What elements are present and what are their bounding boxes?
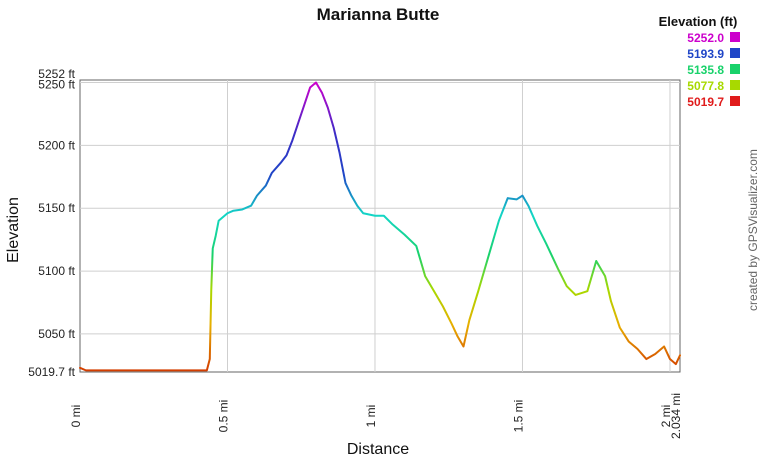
x-tick-label: 2.034 mi — [669, 393, 683, 439]
y-tick-label: 5250 ft — [38, 78, 75, 92]
legend-title: Elevation (ft) — [659, 14, 738, 29]
legend-item-label: 5019.7 — [687, 95, 724, 109]
y-tick-label: 5019.7 ft — [28, 365, 75, 379]
y-tick-label: 5252 ft — [38, 67, 75, 81]
y-tick-label: 5150 ft — [38, 201, 75, 215]
y-axis-ticks: 5019.7 ft 5050 ft 5100 ft 5150 ft 5200 ft 525… — [28, 67, 75, 379]
legend-color-swatch — [730, 32, 740, 42]
x-axis-ticks: 0 mi 0.5 mi 1 mi 1.5 mi 2 mi2.034 mi — [69, 393, 683, 439]
legend-item-label: 5193.9 — [687, 47, 724, 61]
x-tick-label: 2 mi — [659, 405, 673, 428]
chart-title: Marianna Butte — [317, 5, 440, 24]
y-axis-title: Elevation — [5, 197, 22, 263]
y-tick-label: 5050 ft — [38, 327, 75, 341]
legend-item-label: 5252.0 — [687, 31, 724, 45]
legend: Elevation (ft) 5252.0 5193.9 5135.8 5077.8 5… — [659, 14, 740, 109]
x-tick-label: 0.5 mi — [216, 400, 230, 433]
legend-item-label: 5077.8 — [687, 79, 724, 93]
legend-color-swatch — [730, 48, 740, 58]
plot-area — [79, 79, 681, 373]
x-tick-label: 0 mi — [69, 405, 83, 428]
credit-text: created by GPSVisualizer.com — [746, 149, 760, 311]
legend-color-swatch — [730, 64, 740, 74]
legend-item-label: 5135.8 — [687, 63, 724, 77]
y-tick-label: 5200 ft — [38, 138, 75, 152]
x-tick-label: 1.5 mi — [511, 400, 525, 433]
elevation-series-line — [79, 81, 681, 372]
y-tick-label: 5100 ft — [38, 264, 75, 278]
series-layer — [79, 81, 681, 372]
x-tick-label: 1 mi — [364, 405, 378, 428]
legend-color-swatch — [730, 96, 740, 106]
x-axis-title: Distance — [347, 441, 409, 458]
grid-lines — [80, 80, 680, 372]
legend-color-swatch — [730, 80, 740, 90]
